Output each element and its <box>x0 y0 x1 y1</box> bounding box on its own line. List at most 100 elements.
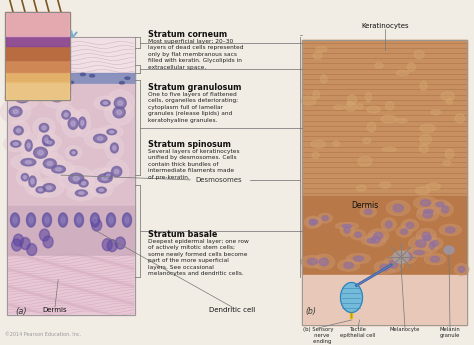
Ellipse shape <box>88 168 122 188</box>
Ellipse shape <box>351 230 365 240</box>
Text: (b) Sensory
     nerve
     ending: (b) Sensory nerve ending <box>303 327 333 344</box>
Ellipse shape <box>113 107 125 118</box>
Bar <box>6 36 69 46</box>
Text: (b): (b) <box>305 307 316 316</box>
Ellipse shape <box>360 206 376 217</box>
Ellipse shape <box>333 141 339 146</box>
Ellipse shape <box>41 77 46 80</box>
Ellipse shape <box>58 166 94 190</box>
Ellipse shape <box>17 169 33 186</box>
Ellipse shape <box>361 236 382 245</box>
Ellipse shape <box>320 75 327 83</box>
Ellipse shape <box>429 242 435 249</box>
Ellipse shape <box>118 101 123 106</box>
Ellipse shape <box>100 100 110 106</box>
Ellipse shape <box>416 240 426 247</box>
Ellipse shape <box>458 266 465 272</box>
Ellipse shape <box>102 176 108 180</box>
Ellipse shape <box>308 259 318 265</box>
Ellipse shape <box>304 216 321 228</box>
Ellipse shape <box>47 161 53 166</box>
Ellipse shape <box>301 96 316 106</box>
Text: Keratinocytes: Keratinocytes <box>361 23 409 29</box>
Ellipse shape <box>43 236 53 248</box>
Text: Most superficial layer; 20–30
layers of dead cells represented
only by flat memb: Most superficial layer; 20–30 layers of … <box>148 39 244 70</box>
Ellipse shape <box>55 81 59 83</box>
Bar <box>302 40 467 196</box>
Ellipse shape <box>445 149 454 159</box>
Ellipse shape <box>307 218 322 226</box>
Ellipse shape <box>111 166 122 177</box>
Ellipse shape <box>100 126 123 138</box>
Ellipse shape <box>94 96 117 110</box>
Ellipse shape <box>25 140 32 151</box>
Ellipse shape <box>347 102 354 107</box>
Ellipse shape <box>423 211 432 218</box>
Ellipse shape <box>68 118 78 129</box>
Ellipse shape <box>346 254 371 264</box>
Ellipse shape <box>10 213 19 227</box>
Ellipse shape <box>396 119 407 123</box>
Ellipse shape <box>424 254 446 265</box>
Ellipse shape <box>431 110 441 115</box>
Ellipse shape <box>8 86 39 101</box>
Ellipse shape <box>34 147 47 158</box>
Ellipse shape <box>401 219 419 231</box>
Ellipse shape <box>104 172 112 179</box>
Ellipse shape <box>415 187 430 195</box>
Text: Several layers of keratinocytes
unified by desmosomes. Cells
contain thick bundl: Several layers of keratinocytes unified … <box>148 149 240 180</box>
Bar <box>6 72 69 82</box>
Ellipse shape <box>43 159 56 168</box>
Ellipse shape <box>35 152 65 175</box>
Ellipse shape <box>44 73 48 76</box>
Ellipse shape <box>45 217 49 223</box>
Bar <box>7 37 135 73</box>
Text: Dermis: Dermis <box>351 200 379 209</box>
Ellipse shape <box>417 208 439 221</box>
Ellipse shape <box>35 78 40 80</box>
Ellipse shape <box>11 154 46 171</box>
Ellipse shape <box>406 223 414 228</box>
Ellipse shape <box>37 128 56 153</box>
Text: ©2014 Pearson Education, Inc.: ©2014 Pearson Education, Inc. <box>5 332 81 337</box>
Ellipse shape <box>37 134 62 151</box>
Ellipse shape <box>62 110 70 119</box>
Ellipse shape <box>340 223 354 236</box>
Ellipse shape <box>75 190 87 196</box>
Ellipse shape <box>58 213 67 227</box>
Ellipse shape <box>110 143 118 153</box>
Ellipse shape <box>334 105 345 109</box>
Ellipse shape <box>82 182 85 185</box>
Ellipse shape <box>105 159 129 184</box>
Ellipse shape <box>42 126 46 130</box>
Ellipse shape <box>396 226 412 237</box>
Text: Melanin
granule: Melanin granule <box>439 327 460 338</box>
Ellipse shape <box>393 251 409 263</box>
Ellipse shape <box>93 217 97 223</box>
Ellipse shape <box>381 218 396 231</box>
Ellipse shape <box>90 183 113 197</box>
Text: One to five layers of flattened
cells, organelles deteriorating;
cytoplasm full : One to five layers of flattened cells, o… <box>148 92 238 122</box>
Ellipse shape <box>18 75 24 77</box>
Ellipse shape <box>393 204 403 212</box>
Ellipse shape <box>14 126 23 135</box>
Ellipse shape <box>444 246 454 254</box>
Text: Stratum spinosum: Stratum spinosum <box>148 140 231 149</box>
Bar <box>7 73 135 84</box>
Ellipse shape <box>356 185 366 191</box>
Ellipse shape <box>417 208 439 215</box>
Ellipse shape <box>431 240 438 246</box>
Ellipse shape <box>24 140 57 166</box>
Ellipse shape <box>106 90 134 117</box>
Ellipse shape <box>455 114 465 123</box>
Ellipse shape <box>313 91 319 99</box>
Ellipse shape <box>365 92 372 101</box>
Ellipse shape <box>420 81 427 90</box>
Ellipse shape <box>442 206 448 213</box>
Bar <box>6 46 69 60</box>
Ellipse shape <box>401 229 408 234</box>
Bar <box>7 84 135 206</box>
Ellipse shape <box>436 202 444 207</box>
Ellipse shape <box>109 131 114 133</box>
Ellipse shape <box>309 219 316 225</box>
